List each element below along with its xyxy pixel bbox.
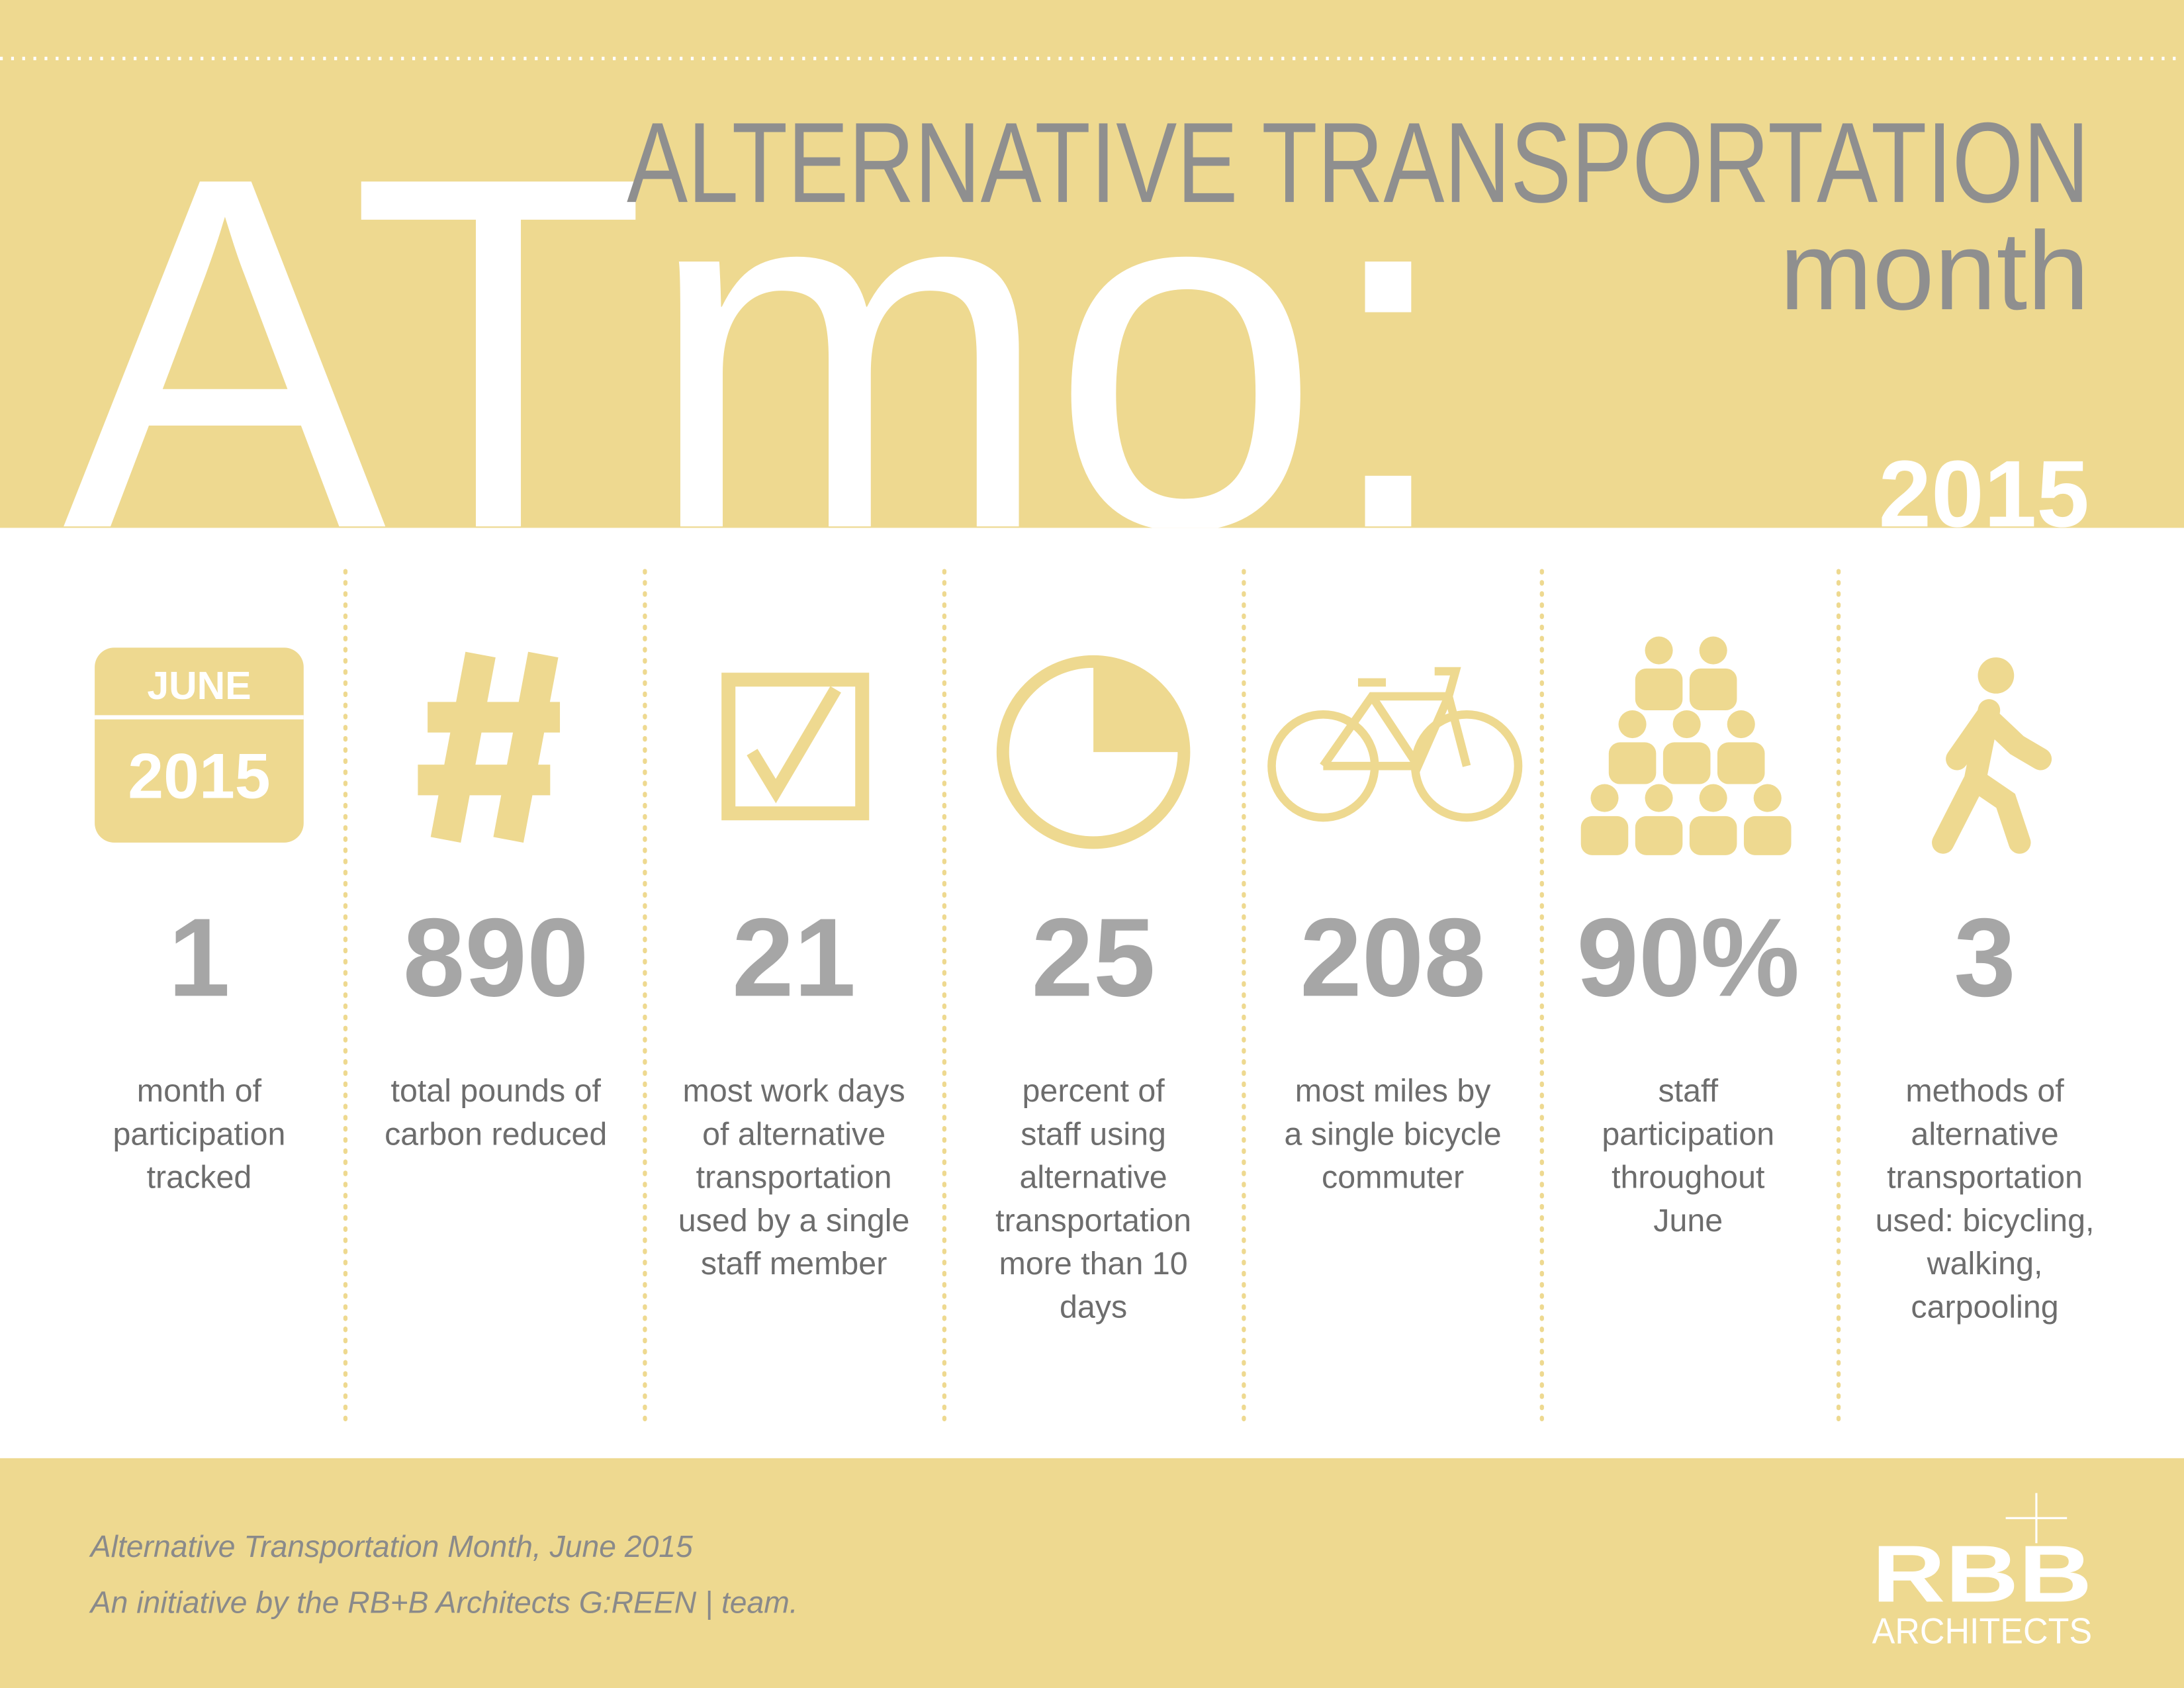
stat-value: 890	[403, 895, 589, 1019]
logo-tagline: ARCHITECTS	[1872, 1611, 2093, 1652]
stat-description: more than 10	[999, 1246, 1188, 1282]
subtitle: month	[1780, 209, 2089, 333]
stat-description: month of	[137, 1073, 262, 1109]
logo-name: RBB	[1872, 1529, 2093, 1619]
stat-description: participation	[113, 1116, 286, 1152]
stat-description: staff using	[1021, 1116, 1166, 1152]
stat-description: of alternative	[702, 1116, 886, 1152]
stat-description: walking,	[1927, 1246, 2043, 1282]
stat-description: transportation	[995, 1203, 1191, 1239]
bicycle-icon	[1267, 667, 1523, 822]
title: ALTERNATIVE TRANSPORTATION	[627, 99, 2089, 226]
stat-description: used by a single	[678, 1203, 910, 1239]
stat-description: methods of	[1905, 1073, 2064, 1109]
stat-description: alternative	[1911, 1116, 2058, 1152]
calendar-year: 2015	[128, 740, 270, 812]
logo-cross	[2005, 1493, 2068, 1544]
calendar-icon: JUNE 2015	[95, 647, 304, 843]
calendar-month: JUNE	[147, 665, 251, 708]
walker-icon	[1932, 657, 2052, 854]
stat-description: most miles by	[1295, 1073, 1492, 1109]
stat-description: carpooling	[1911, 1289, 2058, 1325]
stat-description: carbon reduced	[385, 1116, 607, 1152]
crowd-icon	[1580, 636, 1792, 855]
footer-line: An initiative by the RB+B Architects G:R…	[89, 1585, 798, 1619]
stat-description: used: bicycling,	[1876, 1203, 2095, 1239]
header-band	[0, 0, 2184, 528]
pie-icon	[996, 655, 1191, 849]
stat-description: staff member	[701, 1246, 887, 1282]
stat-description: alternative	[1019, 1160, 1167, 1196]
stat-description: most work days	[683, 1073, 905, 1109]
year: 2015	[1879, 441, 2089, 547]
hash-icon	[418, 651, 561, 843]
checkbox-icon	[721, 673, 870, 821]
stat-value: 25	[1031, 895, 1155, 1019]
stat-description: transportation	[1887, 1160, 2083, 1196]
stat-description: tracked	[147, 1160, 252, 1196]
stat-description: percent of	[1023, 1073, 1165, 1109]
stat-value: 1	[168, 895, 230, 1019]
stat-value: 208	[1300, 895, 1486, 1019]
footer-line: Alternative Transportation Month, June 2…	[89, 1529, 693, 1564]
stat-value: 21	[732, 895, 856, 1019]
stat-value: 90%	[1576, 895, 1799, 1019]
stat-description: throughout	[1612, 1160, 1765, 1196]
stat-description: transportation	[696, 1160, 892, 1196]
stat-description: staff	[1658, 1073, 1718, 1109]
stat-description: commuter	[1322, 1160, 1464, 1196]
stat-description: days	[1060, 1289, 1127, 1325]
stat-description: June	[1653, 1203, 1723, 1239]
big-title: ATmo:	[63, 72, 1456, 633]
stat-value: 3	[1954, 895, 2016, 1019]
stat-description: total pounds of	[391, 1073, 602, 1109]
stat-description: a single bicycle	[1285, 1116, 1502, 1152]
footer-band	[0, 1458, 2184, 1688]
stat-description: participation	[1602, 1116, 1774, 1152]
